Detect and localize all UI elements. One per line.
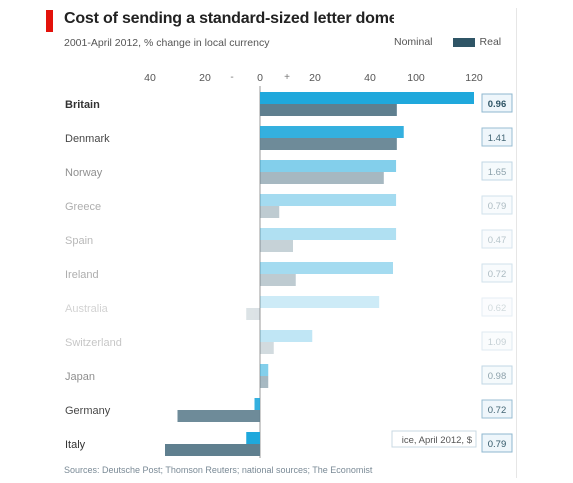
bar-nominal[interactable] bbox=[260, 126, 404, 138]
chart-row: Ireland 0.72 bbox=[65, 262, 513, 286]
brand-accent-bar bbox=[46, 10, 53, 32]
chart-row: Germany 0.72 bbox=[65, 398, 513, 422]
category-label: Germany bbox=[65, 405, 111, 417]
chart-row: Switzerland 1.09 bbox=[65, 330, 513, 354]
price-box bbox=[481, 161, 513, 181]
price-value: 0.98 bbox=[488, 371, 507, 382]
category-label: Spain bbox=[65, 235, 93, 247]
price-value: 0.47 bbox=[488, 235, 507, 246]
price-tooltip-text: ice, April 2012, $ bbox=[402, 435, 473, 446]
bar-nominal[interactable] bbox=[254, 398, 261, 410]
bar-nominal[interactable] bbox=[246, 432, 260, 444]
category-label: Norway bbox=[65, 167, 103, 179]
price-value: 0.96 bbox=[488, 99, 507, 110]
x-tick-label: 0 bbox=[257, 72, 263, 84]
price-value: 0.72 bbox=[488, 405, 507, 416]
price-box bbox=[481, 93, 513, 113]
x-tick-label: 120 bbox=[465, 72, 483, 84]
category-label: Ireland bbox=[65, 269, 99, 281]
bar-nominal[interactable] bbox=[260, 364, 269, 376]
bar-real[interactable] bbox=[260, 172, 384, 184]
price-box bbox=[481, 263, 513, 283]
price-value: 1.41 bbox=[488, 133, 507, 144]
chart-row: Britain 0.96 bbox=[65, 92, 513, 116]
legend-label-nominal: Nominal bbox=[394, 36, 433, 48]
price-value: 0.62 bbox=[488, 303, 507, 314]
bar-real[interactable] bbox=[260, 342, 274, 354]
price-box bbox=[481, 331, 513, 351]
category-label: Australia bbox=[65, 303, 109, 315]
bar-nominal[interactable] bbox=[260, 330, 313, 342]
source-note: Sources: Deutsche Post; Thomson Reuters;… bbox=[64, 465, 373, 475]
x-tick-label: 100 bbox=[407, 72, 425, 84]
price-box bbox=[481, 365, 513, 385]
price-box bbox=[481, 297, 513, 317]
x-tick-label: 40 bbox=[364, 72, 376, 84]
bar-real[interactable] bbox=[246, 308, 260, 320]
category-label: Switzerland bbox=[65, 337, 122, 349]
axis-minus-marker: - bbox=[230, 72, 233, 83]
price-box bbox=[481, 127, 513, 147]
price-value: 1.09 bbox=[488, 337, 507, 348]
x-tick-label: 40 bbox=[144, 72, 156, 84]
bar-nominal[interactable] bbox=[260, 296, 380, 308]
category-label: Greece bbox=[65, 201, 101, 213]
chart-row: Spain 0.47 bbox=[65, 228, 513, 252]
price-box bbox=[481, 195, 513, 215]
price-value: 1.65 bbox=[488, 167, 507, 178]
price-box bbox=[481, 229, 513, 249]
legend-item-real[interactable]: Real bbox=[452, 36, 502, 48]
category-label: Britain bbox=[65, 99, 100, 111]
bar-nominal[interactable] bbox=[260, 194, 397, 206]
legend-swatch-real bbox=[452, 37, 475, 47]
price-value: 0.79 bbox=[488, 439, 507, 450]
chart-row: Denmark 1.41 bbox=[65, 126, 513, 150]
chart-title: Cost of sending a standard-sized letter … bbox=[64, 10, 394, 27]
bar-nominal[interactable] bbox=[260, 228, 397, 240]
price-value: 0.72 bbox=[488, 269, 507, 280]
legend-item-nominal[interactable]: Nominal bbox=[394, 36, 433, 48]
category-label: Japan bbox=[65, 371, 95, 383]
bar-nominal[interactable] bbox=[260, 262, 393, 274]
bar-real[interactable] bbox=[177, 410, 261, 422]
legend: Nominal Real bbox=[394, 36, 507, 48]
chart-row: Greece 0.79 bbox=[65, 194, 513, 218]
bar-real[interactable] bbox=[260, 138, 397, 150]
legend-label-real: Real bbox=[479, 36, 502, 48]
x-tick-label: 20 bbox=[199, 72, 211, 84]
bar-nominal[interactable] bbox=[260, 160, 397, 172]
price-box bbox=[481, 433, 513, 453]
bar-real[interactable] bbox=[260, 240, 293, 252]
price-box bbox=[481, 399, 513, 419]
axis-plus-marker: + bbox=[284, 72, 290, 83]
chart-subtitle: 2001-April 2012, % change in local curre… bbox=[64, 37, 270, 49]
price-tooltip bbox=[391, 430, 477, 448]
chart-row: Japan 0.98 bbox=[65, 364, 513, 388]
chart-row: Australia 0.62 bbox=[65, 296, 513, 320]
bar-real[interactable] bbox=[165, 444, 260, 456]
chart-row: Italy 0.79 bbox=[65, 432, 513, 456]
bar-real[interactable] bbox=[260, 206, 280, 218]
bar-real[interactable] bbox=[260, 104, 397, 116]
bar-real[interactable] bbox=[260, 376, 269, 388]
category-label: Italy bbox=[65, 439, 86, 451]
category-label: Denmark bbox=[65, 133, 110, 145]
bar-nominal[interactable] bbox=[260, 92, 474, 104]
frame-rule bbox=[516, 8, 517, 478]
price-value: 0.79 bbox=[488, 201, 507, 212]
chart-row: Norway 1.65 bbox=[65, 160, 513, 184]
x-tick-label: 20 bbox=[309, 72, 321, 84]
bar-real[interactable] bbox=[260, 274, 296, 286]
